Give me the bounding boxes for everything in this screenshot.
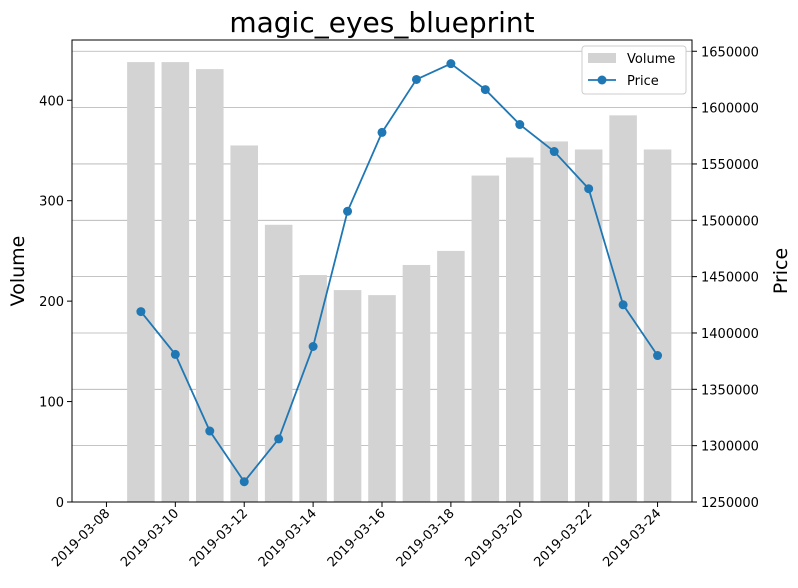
volume-bar: [230, 145, 258, 502]
price-point: [136, 307, 146, 317]
price-point: [480, 85, 490, 95]
y-left-tick-label: 300: [39, 195, 64, 210]
price-point: [618, 300, 628, 310]
volume-bar: [161, 62, 190, 503]
y-axis-right: 1250000 1300000 1350000 1400000 1450000 15000…: [692, 45, 759, 511]
price-point: [515, 120, 525, 130]
x-tick-label: 2019-03-20: [463, 506, 527, 570]
y-axis-left-title: Volume: [7, 236, 29, 307]
x-tick-label: 2019-03-10: [118, 506, 182, 570]
y-left-tick-label: 400: [39, 94, 64, 109]
y-axis-left: 0 100 200 300 400: [39, 94, 72, 511]
x-tick-label: 2019-03-24: [600, 506, 664, 570]
y-right-tick-label: 1500000: [701, 214, 759, 229]
y-right-tick-label: 1550000: [701, 158, 759, 173]
x-tick-label: 2019-03-14: [256, 506, 320, 570]
volume-bar: [368, 295, 396, 502]
y-right-tick-label: 1250000: [701, 496, 759, 511]
legend-swatch-volume: [588, 53, 616, 63]
volume-bar: [437, 250, 465, 502]
volume-bar: [264, 224, 293, 503]
price-line-path: [140, 62, 659, 484]
x-tick-label: 2019-03-22: [531, 506, 595, 570]
legend-label-volume: Volume: [627, 52, 675, 67]
price-point: [411, 74, 421, 84]
price-point: [446, 59, 456, 69]
price-point: [239, 477, 249, 487]
volume-bar: [574, 149, 603, 502]
volume-bar: [196, 69, 224, 502]
y-right-tick-label: 1300000: [701, 440, 759, 455]
x-tick-label: 2019-03-16: [325, 506, 389, 570]
y-right-tick-label: 1650000: [701, 45, 759, 60]
price-point: [377, 127, 387, 137]
volume-bar: [127, 62, 155, 503]
legend-label-price: Price: [627, 74, 659, 89]
volume-bar: [471, 175, 500, 502]
y-left-tick-label: 200: [39, 295, 64, 310]
volume-bar: [333, 290, 362, 502]
price-point: [170, 349, 180, 359]
x-tick-label: 2019-03-08: [49, 506, 113, 570]
volume-bar: [540, 141, 568, 502]
price-line: [136, 59, 663, 487]
price-point: [205, 426, 215, 436]
volume-bar: [643, 149, 672, 502]
y-right-tick-label: 1450000: [701, 271, 759, 286]
price-point: [343, 206, 353, 216]
y-axis-right-title: Price: [770, 248, 792, 294]
volume-bar: [402, 264, 431, 502]
y-left-tick-label: 0: [56, 496, 64, 511]
price-point: [653, 351, 663, 361]
price-point: [308, 341, 318, 351]
price-point: [274, 434, 284, 444]
legend: Volume Price: [581, 45, 687, 95]
y-right-tick-label: 1400000: [701, 327, 759, 342]
y-right-tick-label: 1350000: [701, 383, 759, 398]
legend-swatch-price-marker: [597, 75, 607, 85]
x-axis: 2019-03-08 2019-03-10 2019-03-12 2019-03-14…: [49, 502, 664, 570]
x-tick-label: 2019-03-12: [187, 506, 251, 570]
chart-title: magic_eyes_blueprint: [229, 6, 534, 39]
y-right-tick-label: 1600000: [701, 102, 759, 117]
x-tick-label: 2019-03-18: [394, 506, 458, 570]
y-left-tick-label: 100: [39, 396, 64, 411]
price-point: [549, 147, 559, 157]
volume-bars: [127, 62, 672, 503]
price-point: [584, 184, 594, 194]
volume-bar: [506, 157, 534, 502]
